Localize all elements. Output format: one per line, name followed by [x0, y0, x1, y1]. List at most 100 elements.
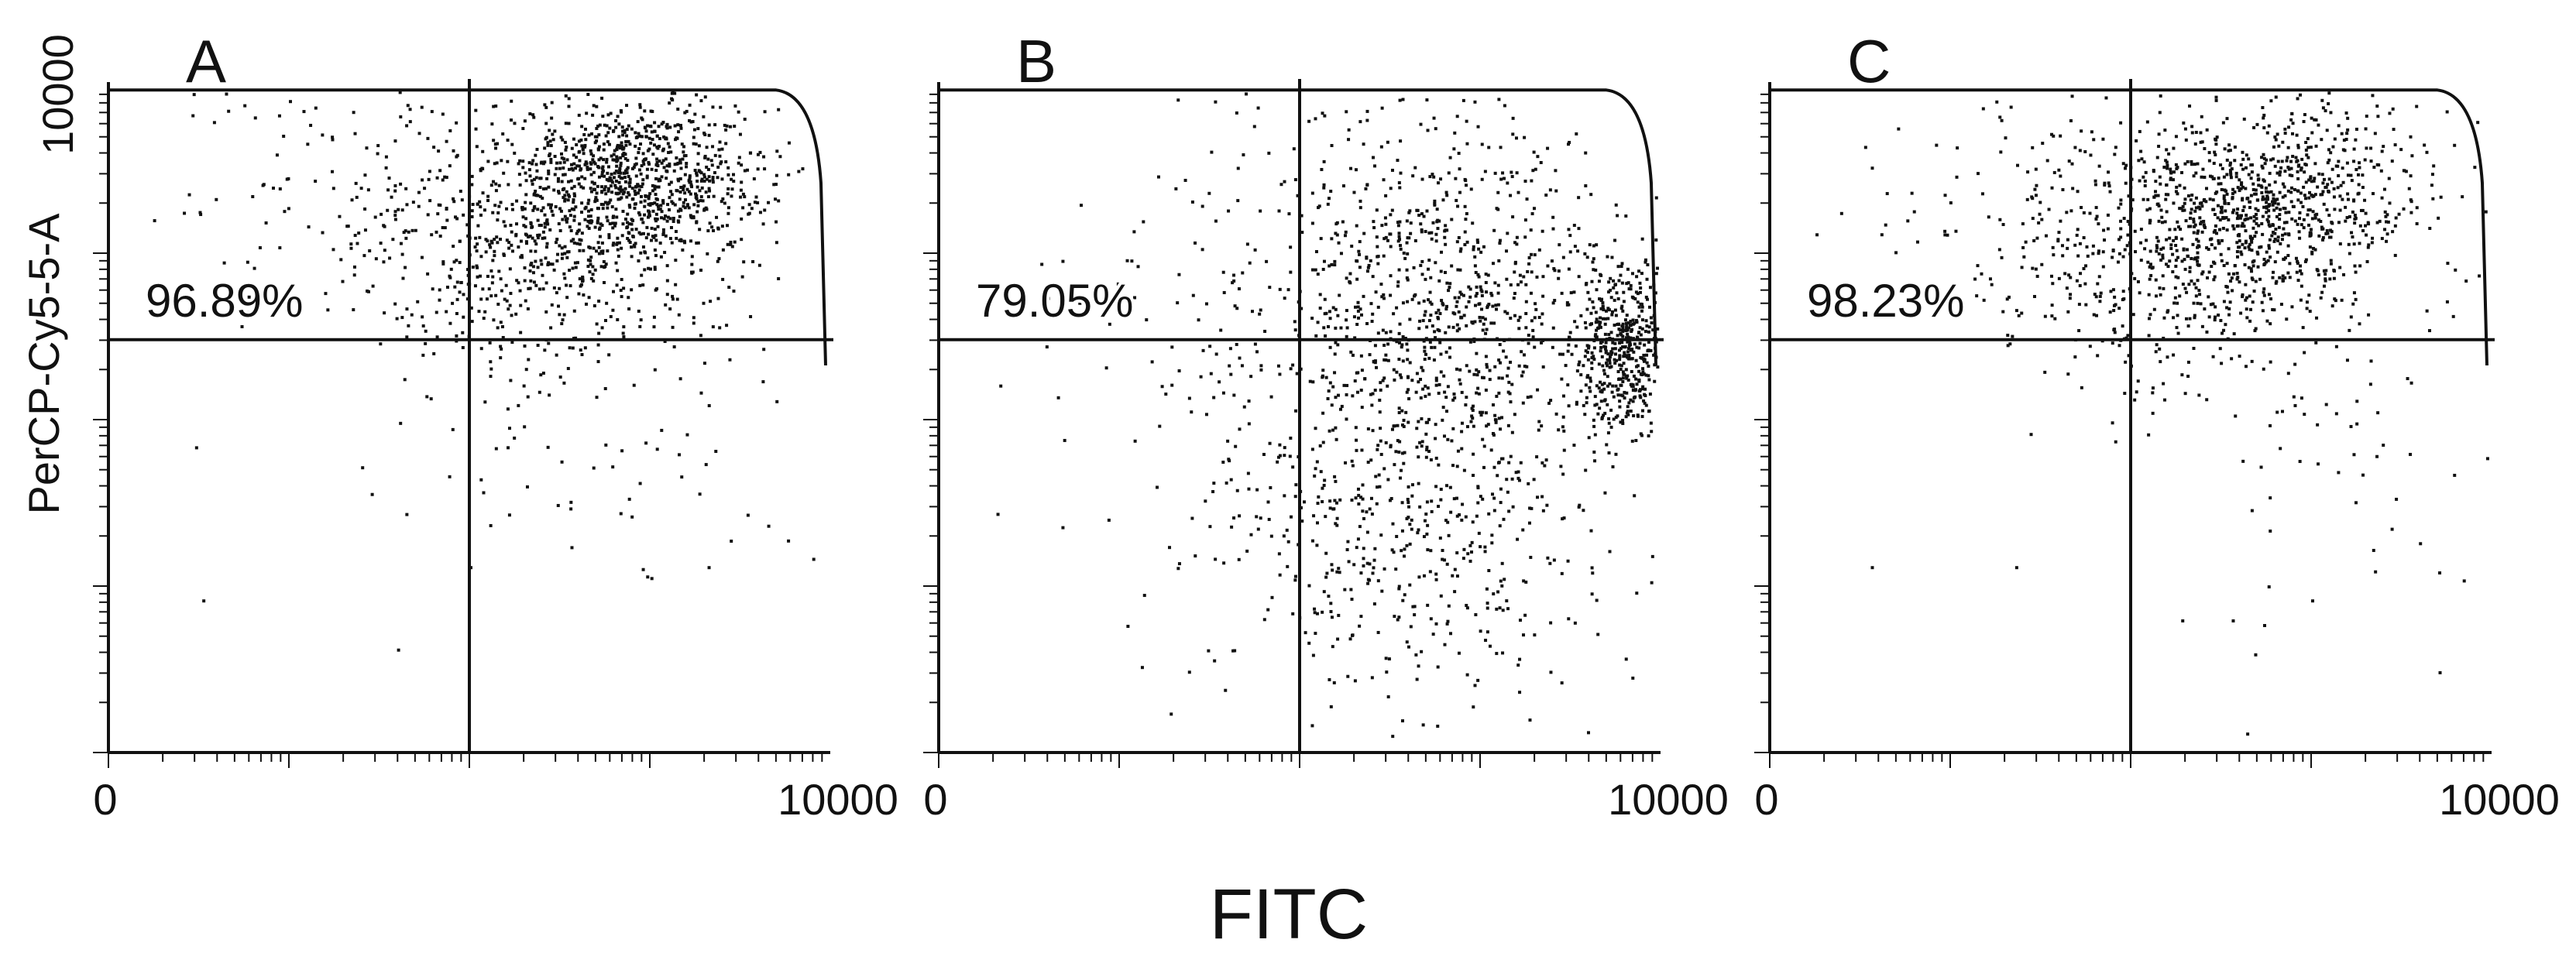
- scatter-point: [2259, 245, 2263, 249]
- scatter-point: [2216, 204, 2220, 207]
- scatter-point: [1427, 259, 1431, 262]
- scatter-point: [1516, 476, 1520, 480]
- scatter-point: [445, 310, 448, 314]
- scatter-point: [2366, 221, 2370, 225]
- scatter-point: [630, 515, 634, 519]
- scatter-point: [1455, 465, 1459, 468]
- scatter-point: [1618, 358, 1622, 362]
- scatter-point: [1523, 218, 1527, 222]
- scatter-point: [2200, 115, 2203, 118]
- scatter-point: [644, 129, 648, 133]
- scatter-point: [1465, 425, 1469, 429]
- scatter-point: [1589, 376, 1592, 380]
- scatter-point: [1476, 125, 1480, 129]
- scatter-point: [1409, 231, 1413, 235]
- scatter-point: [706, 195, 710, 199]
- scatter-point: [2200, 272, 2204, 276]
- scatter-point: [2214, 224, 2217, 228]
- scatter-point: [2344, 111, 2348, 115]
- scatter-point: [639, 251, 643, 255]
- scatter-point: [2268, 203, 2272, 207]
- scatter-point: [710, 225, 714, 229]
- scatter-point: [2310, 217, 2314, 221]
- scatter-point: [507, 246, 511, 250]
- scatter-point: [651, 153, 655, 156]
- scatter-point: [2255, 221, 2258, 225]
- scatter-point: [2243, 263, 2247, 267]
- scatter-point: [2283, 132, 2287, 135]
- scatter-point: [552, 268, 556, 272]
- scatter-point: [1458, 382, 1462, 386]
- scatter-point: [561, 188, 565, 192]
- scatter-point: [1390, 427, 1394, 431]
- scatter-point: [1371, 429, 1375, 433]
- scatter-point: [404, 187, 408, 190]
- scatter-point: [716, 165, 720, 169]
- scatter-point: [1333, 371, 1337, 375]
- scatter-point: [1419, 263, 1423, 267]
- scatter-point: [1947, 303, 1951, 307]
- scatter-point: [1533, 253, 1537, 257]
- scatter-point: [600, 326, 604, 330]
- scatter-point: [666, 203, 670, 207]
- scatter-point: [720, 147, 724, 151]
- scatter-point: [2147, 293, 2151, 297]
- scatter-point: [1607, 308, 1611, 312]
- scatter-point: [617, 191, 621, 195]
- scatter-point: [2269, 190, 2273, 194]
- scatter-point: [2285, 221, 2289, 225]
- scatter-point: [1526, 396, 1530, 399]
- scatter-point: [2274, 95, 2278, 99]
- scatter-point: [1531, 169, 1535, 173]
- scatter-point: [636, 191, 640, 195]
- scatter-point: [521, 166, 525, 170]
- scatter-point: [1640, 434, 1643, 437]
- scatter-point: [1247, 399, 1251, 403]
- scatter-point: [2162, 286, 2166, 290]
- scatter-point: [393, 214, 397, 218]
- scatter-point: [1360, 406, 1364, 410]
- scatter-point: [1514, 136, 1518, 140]
- scatter-point: [1078, 301, 1082, 305]
- scatter-point: [1497, 259, 1501, 262]
- scatter-point: [2303, 194, 2306, 197]
- scatter-point: [1480, 142, 1484, 146]
- scatter-point: [1554, 169, 1558, 173]
- scatter-point: [2353, 221, 2357, 225]
- scatter-point: [627, 124, 630, 128]
- scatter-point: [1603, 491, 1607, 495]
- scatter-point: [2172, 353, 2176, 357]
- scatter-point: [1451, 398, 1455, 402]
- scatter-point: [563, 252, 567, 255]
- scatter-point: [1335, 523, 1339, 527]
- scatter-point: [407, 324, 410, 327]
- scatter-point: [2193, 314, 2196, 317]
- scatter-point: [1606, 364, 1609, 368]
- scatter-point: [1536, 388, 1540, 392]
- scatter-point: [492, 139, 496, 142]
- scatter-point: [1333, 263, 1337, 267]
- scatter-point: [357, 231, 361, 235]
- scatter-point: [466, 268, 470, 272]
- scatter-point: [627, 497, 631, 501]
- scatter-point: [1397, 587, 1401, 591]
- scatter-point: [1614, 203, 1618, 207]
- scatter-point: [1444, 396, 1448, 399]
- scatter-point: [1080, 204, 1084, 207]
- scatter-point: [1456, 449, 1460, 453]
- scatter-point: [1345, 326, 1349, 330]
- scatter-point: [2194, 130, 2198, 134]
- scatter-point: [1441, 406, 1445, 410]
- scatter-point: [2324, 109, 2327, 113]
- scatter-point: [2347, 242, 2351, 246]
- scatter-point: [405, 203, 409, 207]
- scatter-point: [1572, 444, 1576, 447]
- scatter-point: [2341, 166, 2344, 170]
- scatter-point: [1335, 221, 1339, 225]
- scatter-point: [1572, 224, 1576, 228]
- scatter-point: [2256, 198, 2260, 202]
- scatter-point: [576, 177, 580, 181]
- scatter-point: [1470, 414, 1474, 418]
- scatter-point: [1624, 328, 1628, 332]
- scatter-point: [2278, 213, 2282, 217]
